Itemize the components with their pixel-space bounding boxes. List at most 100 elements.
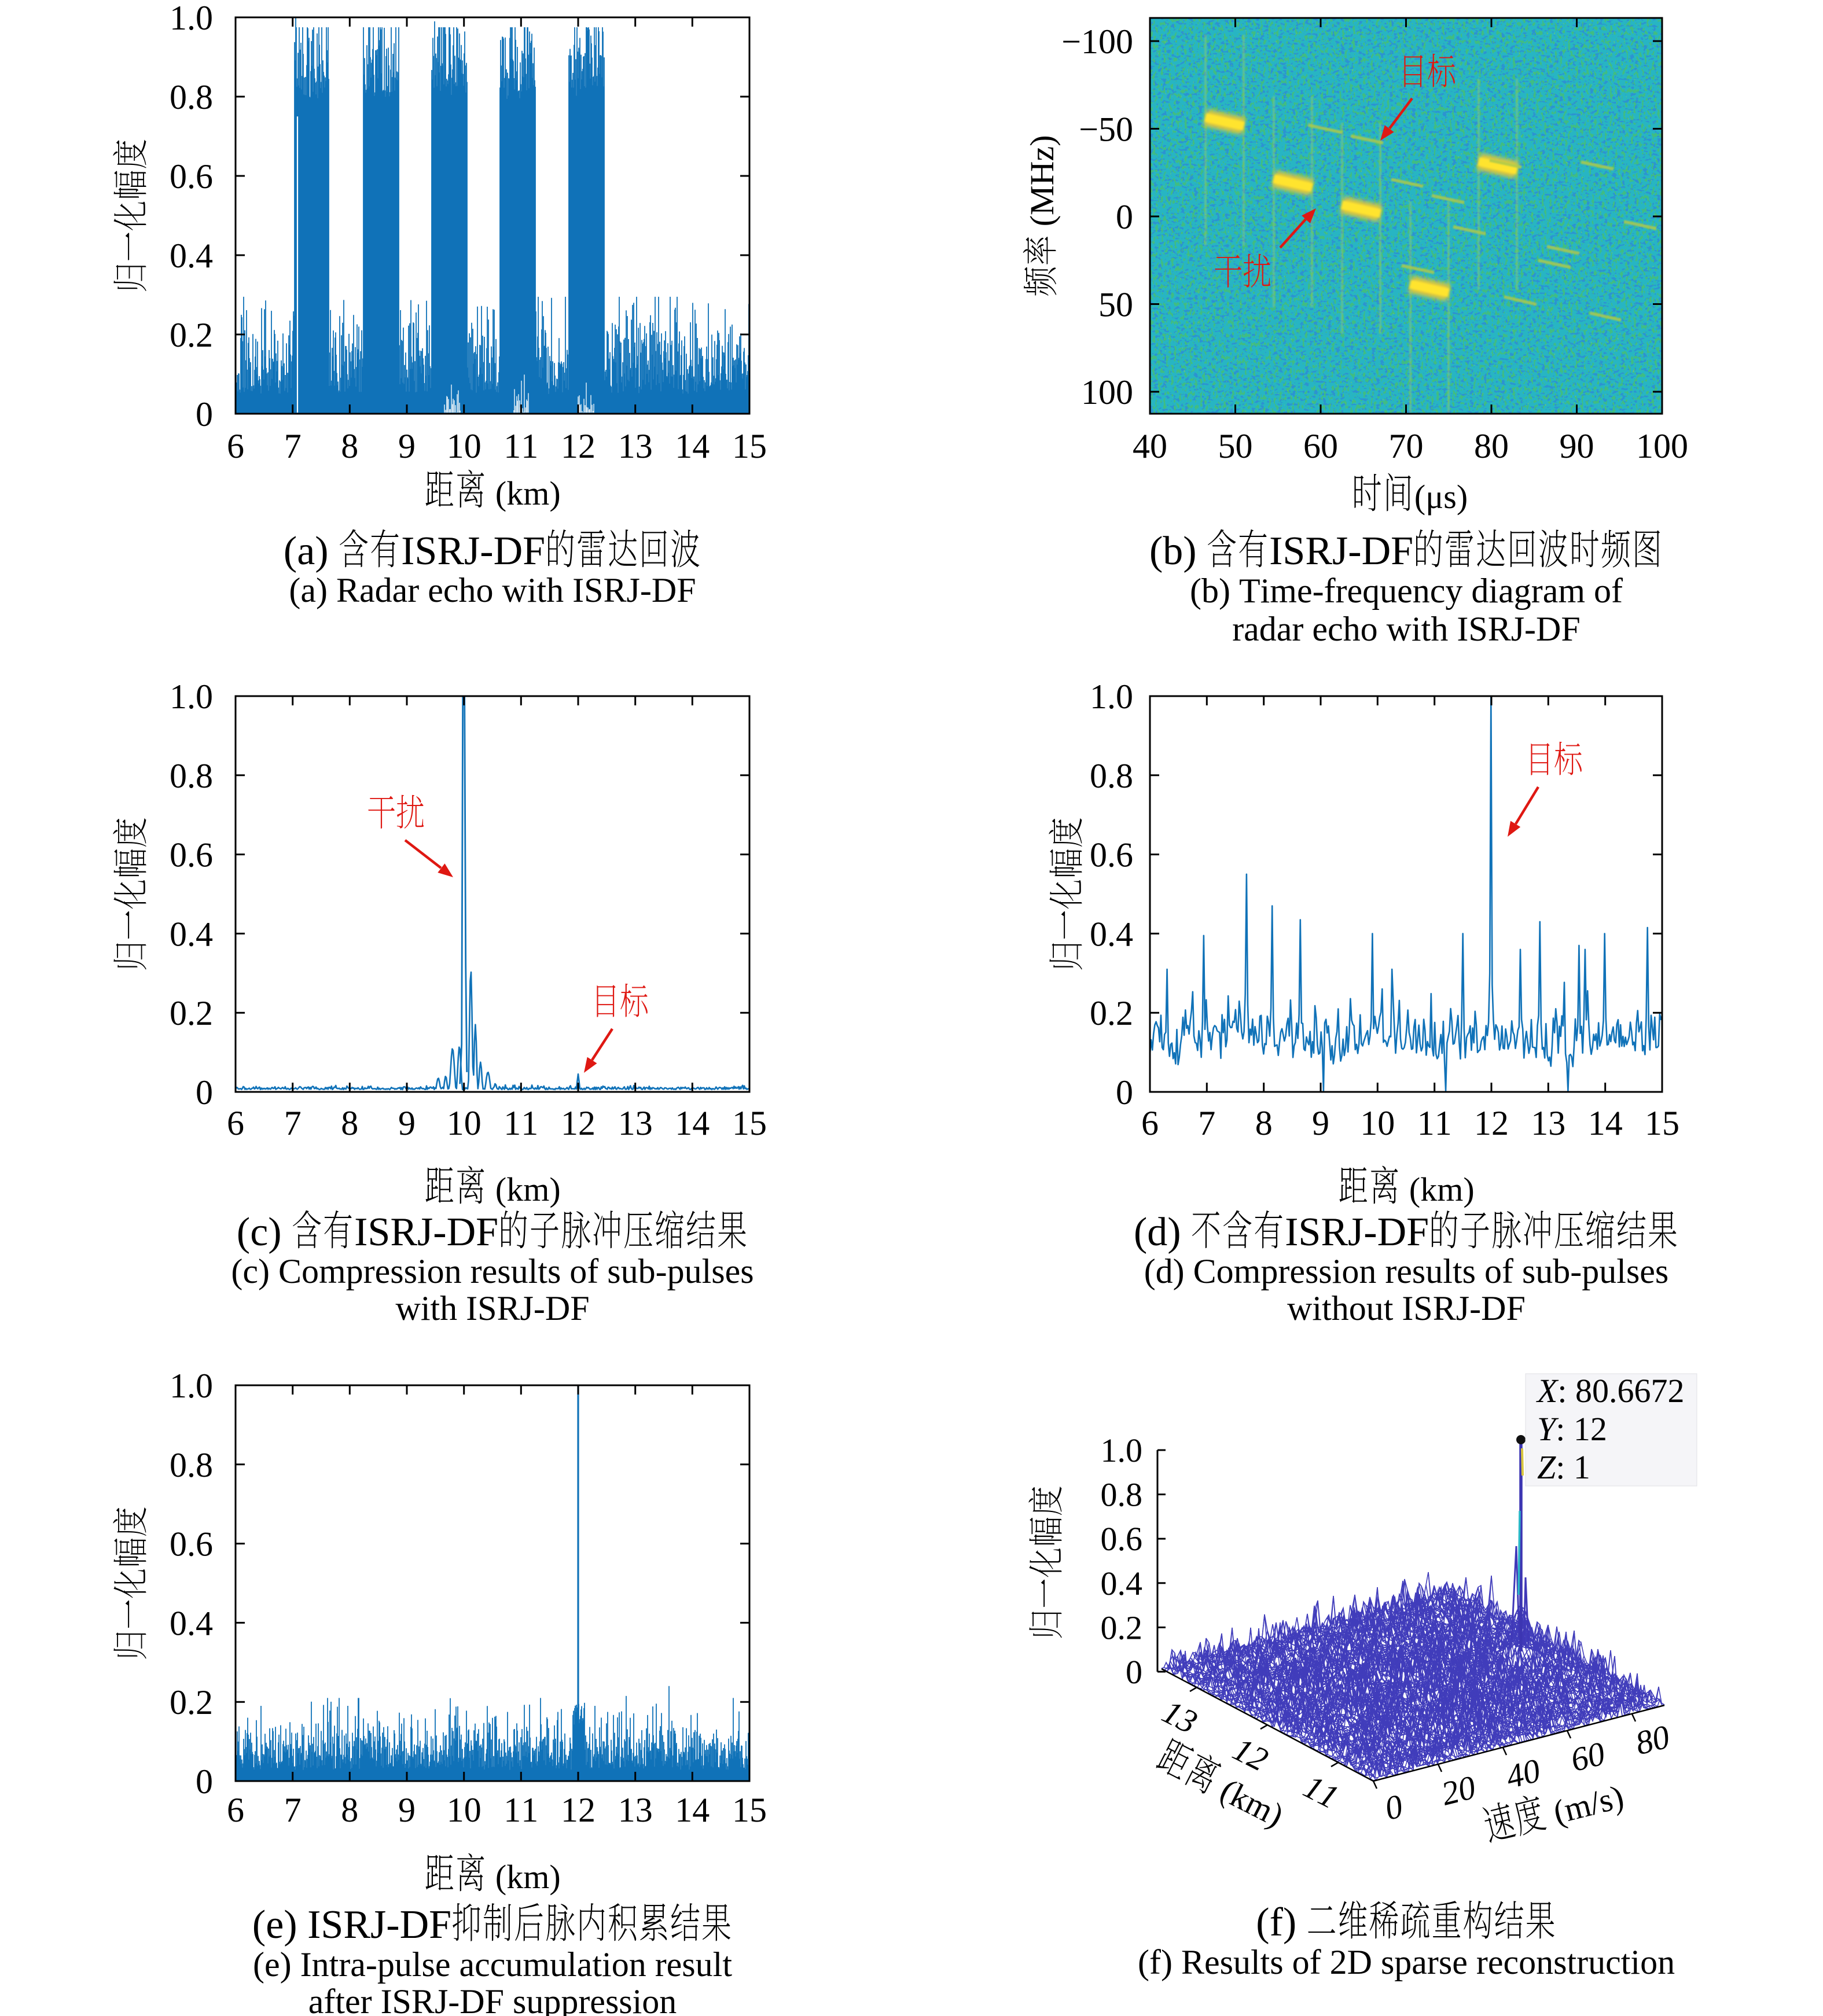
svg-text:60: 60 [1303, 427, 1338, 465]
svg-text:50: 50 [1218, 427, 1253, 465]
svg-text:10: 10 [447, 1104, 482, 1142]
svg-text:100: 100 [1636, 427, 1688, 465]
svg-text:11: 11 [503, 1791, 538, 1829]
svg-text:80: 80 [1474, 427, 1509, 465]
svg-text:(km): (km) [487, 1858, 560, 1896]
svg-text:0: 0 [1126, 1653, 1142, 1691]
svg-text:13: 13 [618, 427, 653, 465]
svg-text:12: 12 [561, 427, 596, 465]
svg-text:14: 14 [1588, 1104, 1623, 1142]
svg-text:7: 7 [1198, 1104, 1215, 1142]
svg-text:(MHz): (MHz) [1023, 135, 1061, 234]
svg-text:15: 15 [732, 1791, 767, 1829]
svg-text:8: 8 [1255, 1104, 1273, 1142]
svg-text:0.8: 0.8 [1101, 1476, 1143, 1514]
svg-text:1.0: 1.0 [170, 0, 213, 37]
svg-text:6: 6 [1141, 1104, 1159, 1142]
svg-text:1.0: 1.0 [1101, 1432, 1143, 1469]
svg-text:without ISRJ-DF: without ISRJ-DF [1287, 1289, 1526, 1327]
svg-text:10: 10 [447, 427, 482, 465]
svg-text:1.0: 1.0 [170, 1367, 213, 1405]
svg-text:ISRJ-DF: ISRJ-DF [1285, 1210, 1429, 1255]
svg-text:0.2: 0.2 [1101, 1609, 1143, 1646]
svg-text:Z: Z [1537, 1448, 1556, 1486]
svg-text:10: 10 [447, 1791, 482, 1829]
svg-text:0.6: 0.6 [170, 836, 213, 874]
svg-text:0.6: 0.6 [1090, 836, 1133, 874]
svg-text:0.6: 0.6 [170, 157, 213, 196]
svg-text:: 1: : 1 [1556, 1448, 1590, 1486]
svg-text:7: 7 [284, 1104, 302, 1142]
svg-text:(f) Results of 2D sparse recon: (f) Results of 2D sparse reconstruction [1138, 1943, 1675, 1981]
svg-text:0.4: 0.4 [170, 237, 213, 275]
svg-text:0.8: 0.8 [170, 1446, 213, 1484]
svg-text:Y: Y [1537, 1410, 1559, 1448]
svg-text:−100: −100 [1061, 23, 1133, 61]
svg-text:ISRJ-DF: ISRJ-DF [354, 1210, 498, 1255]
svg-text:70: 70 [1389, 427, 1424, 465]
svg-text:0.4: 0.4 [1090, 915, 1133, 953]
svg-text:14: 14 [675, 1791, 710, 1829]
svg-text:9: 9 [398, 1104, 416, 1142]
svg-text:after ISRJ-DF suppression: after ISRJ-DF suppression [308, 1982, 677, 2016]
svg-text:0.4: 0.4 [1101, 1565, 1143, 1602]
svg-text:(km): (km) [1401, 1171, 1474, 1208]
svg-text:: 12: : 12 [1556, 1410, 1607, 1448]
svg-text:0.2: 0.2 [170, 316, 213, 354]
svg-text:90: 90 [1560, 427, 1594, 465]
svg-text:0: 0 [196, 1763, 213, 1801]
svg-text:15: 15 [732, 1104, 767, 1142]
svg-text:X: X [1536, 1372, 1559, 1410]
svg-text:(km): (km) [487, 1171, 560, 1208]
svg-text:(a): (a) [284, 529, 339, 573]
svg-text:14: 14 [675, 427, 710, 465]
svg-text:100: 100 [1081, 373, 1133, 411]
svg-text:12: 12 [561, 1791, 596, 1829]
svg-text:(d) Compression results of sub: (d) Compression results of sub-pulses [1144, 1252, 1669, 1290]
svg-text:0.2: 0.2 [1090, 994, 1133, 1032]
svg-text:11: 11 [503, 1104, 538, 1142]
svg-text:0.4: 0.4 [170, 915, 213, 953]
svg-text:9: 9 [398, 427, 416, 465]
svg-text:(e) Intra-pulse accumulation r: (e) Intra-pulse accumulation result [253, 1945, 732, 1984]
svg-text:0: 0 [196, 395, 213, 433]
svg-text:(c) Compression results of sub: (c) Compression results of sub-pulses [231, 1252, 754, 1290]
svg-text:0.2: 0.2 [170, 994, 213, 1032]
svg-text:6: 6 [227, 427, 244, 465]
svg-text:(c): (c) [237, 1210, 292, 1255]
svg-text:13: 13 [618, 1791, 653, 1829]
svg-text:40: 40 [1133, 427, 1167, 465]
svg-text:1.0: 1.0 [1090, 678, 1133, 716]
svg-text:(μs): (μs) [1414, 478, 1468, 516]
svg-text:0.4: 0.4 [170, 1604, 213, 1642]
svg-text:7: 7 [284, 1791, 302, 1829]
svg-text:0.8: 0.8 [170, 78, 213, 116]
svg-text:with ISRJ-DF: with ISRJ-DF [396, 1289, 590, 1327]
svg-text:13: 13 [618, 1104, 653, 1142]
svg-text:: 80.6672: : 80.6672 [1557, 1372, 1684, 1410]
svg-text:8: 8 [341, 427, 358, 465]
svg-text:8: 8 [341, 1104, 358, 1142]
svg-text:9: 9 [398, 1791, 416, 1829]
svg-text:−50: −50 [1079, 111, 1133, 149]
svg-text:0.8: 0.8 [1090, 757, 1133, 795]
svg-text:14: 14 [675, 1104, 710, 1142]
svg-text:0.2: 0.2 [170, 1683, 213, 1721]
svg-text:(km): (km) [487, 474, 560, 512]
svg-text:ISRJ-DF: ISRJ-DF [401, 529, 545, 573]
svg-text:0: 0 [196, 1073, 213, 1112]
svg-text:6: 6 [227, 1791, 244, 1829]
svg-text:(e) ISRJ-DF: (e) ISRJ-DF [252, 1903, 451, 1947]
svg-text:12: 12 [1474, 1104, 1509, 1142]
svg-text:(b) Time-frequency diagram of: (b) Time-frequency diagram of [1190, 572, 1623, 610]
svg-text:radar echo with ISRJ-DF: radar echo with ISRJ-DF [1232, 610, 1581, 648]
svg-text:0.6: 0.6 [170, 1525, 213, 1563]
svg-text:11: 11 [503, 427, 538, 465]
svg-text:7: 7 [284, 427, 302, 465]
svg-text:50: 50 [1098, 286, 1133, 324]
svg-text:10: 10 [1360, 1104, 1395, 1142]
svg-text:9: 9 [1312, 1104, 1329, 1142]
svg-text:ISRJ-DF: ISRJ-DF [1269, 529, 1413, 573]
svg-text:0: 0 [1116, 1073, 1133, 1112]
svg-text:1.0: 1.0 [170, 678, 213, 716]
